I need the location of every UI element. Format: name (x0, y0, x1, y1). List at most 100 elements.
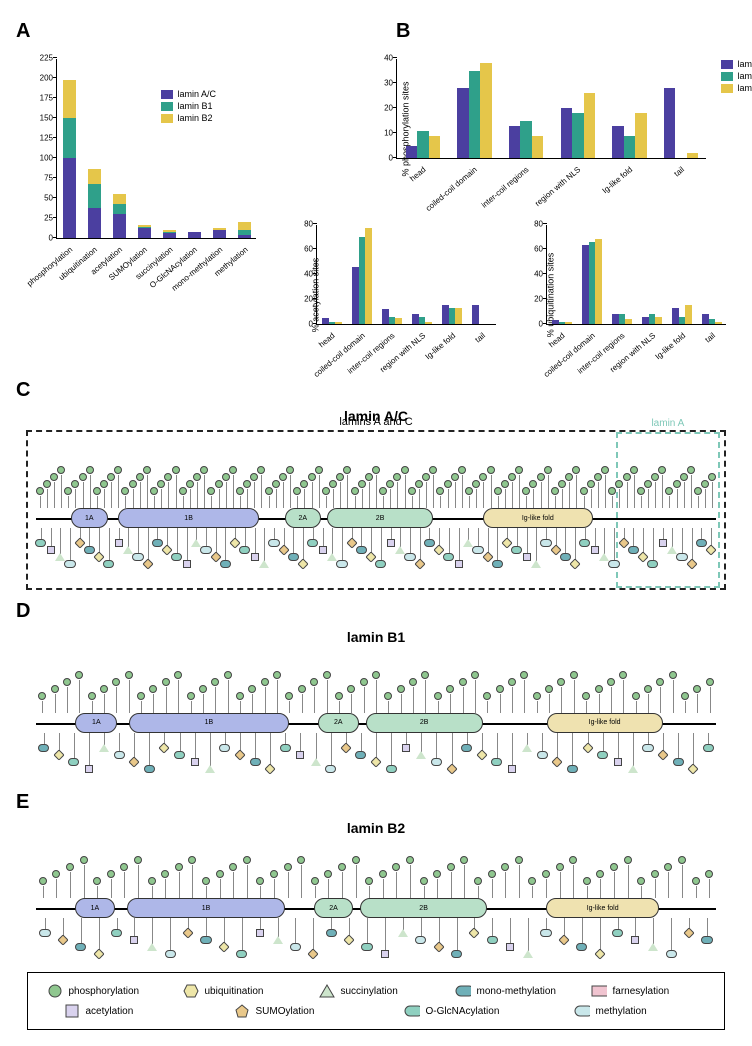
ptm-marker (191, 758, 199, 766)
ptm-marker (696, 539, 707, 547)
ptm-marker (395, 546, 405, 554)
ptm-marker (701, 936, 712, 944)
ptm-marker (143, 466, 151, 474)
bar (455, 308, 462, 324)
domain-box: 1B (118, 508, 259, 528)
ptm-marker (220, 560, 231, 568)
ptm-marker (319, 546, 327, 554)
ptm-marker (465, 487, 473, 495)
ptm-marker (360, 678, 368, 686)
ptm-marker (129, 756, 140, 767)
ptm-marker (587, 480, 595, 488)
ptm-marker (239, 546, 250, 554)
ptm-marker (100, 480, 108, 488)
ptm-marker (335, 692, 343, 700)
ptm-marker (370, 756, 381, 767)
ptm-marker (681, 692, 689, 700)
ptm-marker (591, 546, 599, 554)
ptm-marker (236, 692, 244, 700)
diagram-lamin-a-c: lamins A and Clamin A1A1B2A2BIg-like fol… (26, 430, 726, 590)
ptm-marker (594, 473, 602, 481)
ptm-marker (52, 870, 60, 878)
bar (559, 322, 566, 325)
legend-label: lamin B1 (177, 101, 212, 111)
diagram-lamin-b1: 1A1B2A2BIg-like fold (26, 651, 726, 781)
ptm-marker (693, 685, 701, 693)
bar (365, 228, 372, 324)
ptm-marker (175, 863, 183, 871)
ptm-marker (57, 466, 65, 474)
ptm-marker (336, 560, 347, 568)
mono-methylation-icon (455, 984, 471, 998)
ptm-marker (648, 943, 658, 951)
ptm-marker (533, 692, 541, 700)
ptm-marker (614, 758, 622, 766)
ptm-marker (211, 678, 219, 686)
bar (359, 237, 366, 325)
panel-b0-axes: 010203040headcoiled-coil domaininter-coi… (396, 59, 706, 159)
ptm-marker (628, 546, 639, 554)
ptm-marker (279, 473, 287, 481)
ptm-marker (256, 877, 264, 885)
panel-b-chart-phos: % phosphorylation sites 010203040headcoi… (356, 49, 716, 209)
bar (582, 245, 589, 324)
ptm-marker (469, 927, 480, 938)
ptm-marker (433, 941, 444, 952)
ptm-marker (644, 685, 652, 693)
bar (63, 118, 77, 158)
ptm-marker (631, 936, 639, 944)
ptm-marker (130, 936, 138, 944)
bar (63, 158, 77, 238)
ptm-marker (57, 934, 68, 945)
ptm-marker (215, 480, 223, 488)
ptm-marker (570, 671, 578, 679)
domain-box: 1A (75, 898, 116, 918)
bar (417, 131, 428, 159)
ptm-marker (487, 936, 498, 944)
ptm-marker (311, 877, 319, 885)
ptm-marker (132, 553, 143, 561)
bar (572, 113, 583, 158)
ptm-marker (431, 758, 442, 766)
ptm-marker (355, 751, 366, 759)
legend-label: lamin A/C (737, 59, 752, 69)
bar (532, 136, 543, 159)
methylation-icon (574, 1004, 590, 1018)
ptm-marker (406, 856, 414, 864)
ptm-marker (460, 856, 468, 864)
ptm-marker (666, 950, 677, 958)
ptm-marker (120, 863, 128, 871)
ptm-marker (398, 929, 408, 937)
ptm-marker (637, 877, 645, 885)
ptm-marker (93, 948, 104, 959)
ptm-marker (338, 863, 346, 871)
ptm-legend-item: acetylation (64, 1004, 179, 1018)
ptm-marker (560, 553, 571, 561)
ptm-marker (610, 863, 618, 871)
domain-box: 2A (285, 508, 321, 528)
bar (565, 322, 572, 325)
ptm-legend: phosphorylationubiquitinationsuccinylati… (27, 972, 725, 1030)
ptm-marker (290, 943, 301, 951)
ptm-marker (165, 950, 176, 958)
bar (442, 305, 449, 324)
domain-box: Ig-like fold (483, 508, 594, 528)
bar (406, 146, 417, 159)
ptm-marker (501, 480, 509, 488)
ptm-marker (496, 685, 504, 693)
ptm-marker (66, 863, 74, 871)
ptm-marker (420, 877, 428, 885)
ptm-marker (199, 685, 207, 693)
ptm-marker (506, 943, 514, 951)
ptm-marker (637, 487, 645, 495)
ptm-marker (265, 487, 273, 495)
ptm-legend-item: farnesylation (591, 984, 706, 998)
bar (113, 194, 127, 204)
ptm-marker (523, 553, 531, 561)
ptm-marker (673, 758, 684, 766)
ptm-marker (687, 466, 695, 474)
ptm-legend-item: succinylation (319, 984, 434, 998)
ptm-marker (134, 856, 142, 864)
ptm-marker (114, 751, 125, 759)
ptm-marker (595, 685, 603, 693)
